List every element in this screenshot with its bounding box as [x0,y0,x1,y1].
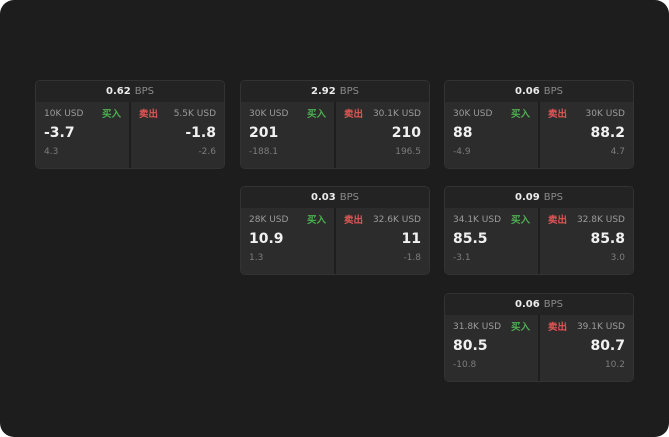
sell-price: 210 [391,125,421,141]
sell-panel[interactable]: 卖出 39.1K USD 80.7 10.2 [540,315,633,381]
sell-panel[interactable]: 卖出 32.8K USD 85.8 3.0 [540,208,633,274]
spread-value: 0.06 [515,86,540,97]
buy-change: 1.3 [249,253,264,263]
buy-price: 201 [249,125,279,141]
buy-amount: 30K USD [453,109,493,119]
quote-body: 31.8K USD 买入 80.5 -10.8 卖出 39.1K USD 80.… [445,315,633,381]
sell-panel[interactable]: 卖出 30.1K USD 210 196.5 [336,102,429,168]
buy-price: 10.9 [249,231,284,247]
spread-header: 2.92 BPS [241,81,429,102]
buy-panel[interactable]: 28K USD 买入 10.9 1.3 [241,208,334,274]
quote-body: 34.1K USD 买入 85.5 -3.1 卖出 32.8K USD 85.8… [445,208,633,274]
buy-change: 4.3 [44,147,59,157]
spread-value: 0.03 [311,192,336,203]
sell-panel[interactable]: 卖出 5.5K USD -1.8 -2.6 [131,102,224,168]
spread-unit: BPS [339,86,359,97]
buy-label: 买入 [101,109,121,120]
buy-amount: 28K USD [249,215,289,225]
buy-amount: 30K USD [249,109,289,119]
buy-price: 80.5 [453,338,488,354]
buy-label: 买入 [510,109,530,120]
sell-panel[interactable]: 卖出 32.6K USD 11 -1.8 [336,208,429,274]
spread-value: 0.09 [515,192,540,203]
sell-amount: 39.1K USD [576,322,625,332]
buy-panel[interactable]: 31.8K USD 买入 80.5 -10.8 [445,315,538,381]
sell-label: 卖出 [344,109,364,120]
sell-amount: 32.6K USD [372,215,421,225]
quote-card: 2.92 BPS 30K USD 买入 201 -188.1 卖出 30.1K … [240,80,430,169]
sell-panel[interactable]: 卖出 30K USD 88.2 4.7 [540,102,633,168]
sell-label: 卖出 [344,215,364,226]
sell-change: -1.8 [403,253,421,263]
spread-header: 0.03 BPS [241,187,429,208]
spread-header: 0.06 BPS [445,81,633,102]
buy-panel[interactable]: 30K USD 买入 88 -4.9 [445,102,538,168]
sell-price: 85.8 [590,231,625,247]
spread-value: 0.06 [515,299,540,310]
spread-unit: BPS [543,299,563,310]
buy-panel[interactable]: 30K USD 买入 201 -188.1 [241,102,334,168]
spread-unit: BPS [543,192,563,203]
buy-change: -10.8 [453,360,477,370]
sell-label: 卖出 [548,322,568,333]
sell-change: -2.6 [198,147,216,157]
sell-change: 196.5 [395,147,421,157]
sell-price: 11 [401,231,421,247]
sell-amount: 32.8K USD [576,215,625,225]
spread-value: 0.62 [106,86,131,97]
buy-label: 买入 [510,215,530,226]
sell-price: 88.2 [590,125,625,141]
buy-price: 88 [453,125,473,141]
buy-label: 买入 [306,109,326,120]
buy-amount: 10K USD [44,109,84,119]
quote-card: 0.62 BPS 10K USD 买入 -3.7 4.3 卖出 5.5K USD… [35,80,225,169]
buy-amount: 31.8K USD [453,322,502,332]
sell-price: 80.7 [590,338,625,354]
spread-value: 2.92 [311,86,336,97]
sell-amount: 5.5K USD [173,109,216,119]
sell-amount: 30.1K USD [372,109,421,119]
buy-change: -3.1 [453,253,471,263]
spread-unit: BPS [543,86,563,97]
quote-body: 30K USD 买入 201 -188.1 卖出 30.1K USD 210 1… [241,102,429,168]
buy-change: -4.9 [453,147,471,157]
buy-label: 买入 [510,322,530,333]
spread-header: 0.62 BPS [36,81,224,102]
buy-amount: 34.1K USD [453,215,502,225]
sell-change: 3.0 [610,253,625,263]
quote-card: 0.06 BPS 31.8K USD 买入 80.5 -10.8 卖出 39.1… [444,293,634,382]
quote-body: 28K USD 买入 10.9 1.3 卖出 32.6K USD 11 -1.8 [241,208,429,274]
buy-panel[interactable]: 10K USD 买入 -3.7 4.3 [36,102,129,168]
buy-price: 85.5 [453,231,488,247]
quote-card: 0.09 BPS 34.1K USD 买入 85.5 -3.1 卖出 32.8K… [444,186,634,275]
buy-price: -3.7 [44,125,75,141]
quote-card: 0.06 BPS 30K USD 买入 88 -4.9 卖出 30K USD 8… [444,80,634,169]
buy-change: -188.1 [249,147,279,157]
sell-label: 卖出 [139,109,159,120]
quote-body: 10K USD 买入 -3.7 4.3 卖出 5.5K USD -1.8 -2.… [36,102,224,168]
sell-amount: 30K USD [585,109,625,119]
sell-label: 卖出 [548,215,568,226]
sell-label: 卖出 [548,109,568,120]
quote-body: 30K USD 买入 88 -4.9 卖出 30K USD 88.2 4.7 [445,102,633,168]
spread-header: 0.09 BPS [445,187,633,208]
spread-unit: BPS [134,86,154,97]
quote-card: 0.03 BPS 28K USD 买入 10.9 1.3 卖出 32.6K US… [240,186,430,275]
spread-unit: BPS [339,192,359,203]
sell-price: -1.8 [185,125,216,141]
buy-label: 买入 [306,215,326,226]
buy-panel[interactable]: 34.1K USD 买入 85.5 -3.1 [445,208,538,274]
sell-change: 4.7 [610,147,625,157]
spread-header: 0.06 BPS [445,294,633,315]
sell-change: 10.2 [604,360,625,370]
